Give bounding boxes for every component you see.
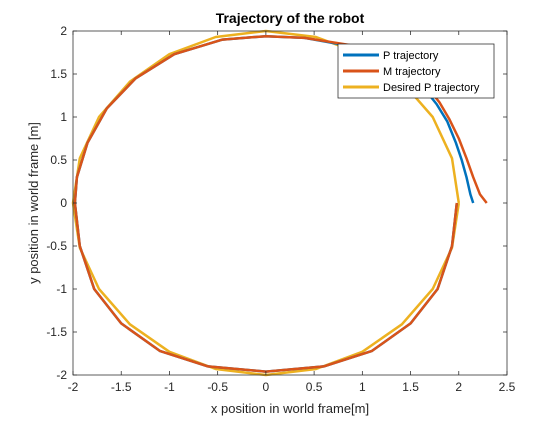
y-tick-label: 2 — [60, 24, 67, 38]
legend-entry-desired-p-trajectory: Desired P trajectory — [383, 82, 480, 94]
x-tick-label: -2 — [68, 380, 79, 394]
axis-ticks: -2 -1.5 -1 -0.5 0 0.5 1 1.5 2 2.5 -2 -1.5 -1 -0.5 0 0.5… — [46, 24, 515, 394]
x-tick-label: -1.5 — [111, 380, 132, 394]
legend: P trajectory M trajectory Desired P traj… — [337, 43, 495, 99]
x-tick-label: 0.5 — [306, 380, 323, 394]
y-tick-label: -1 — [56, 282, 67, 296]
y-tick-label: 1.5 — [50, 67, 67, 81]
y-tick-label: 0.5 — [50, 153, 67, 167]
y-tick-label: 0 — [60, 196, 67, 210]
x-tick-label: 2.5 — [499, 380, 516, 394]
y-tick-label: -2 — [56, 368, 67, 382]
x-tick-label: 2 — [455, 380, 462, 394]
x-axis-label: x position in world frame[m] — [211, 401, 369, 416]
x-tick-label: -0.5 — [207, 380, 228, 394]
x-tick-label: 0 — [263, 380, 270, 394]
y-tick-label: 1 — [60, 110, 67, 124]
x-tick-label: 1 — [359, 380, 366, 394]
y-tick-label: -0.5 — [46, 239, 67, 253]
legend-entry-m-trajectory: M trajectory — [383, 66, 441, 78]
legend-entry-p-trajectory: P trajectory — [383, 50, 439, 62]
x-tick-label: 1.5 — [402, 380, 419, 394]
x-tick-label: -1 — [164, 380, 175, 394]
series-line-m-trajectory — [73, 34, 488, 373]
y-tick-label: -1.5 — [46, 325, 67, 339]
y-axis-label: y position in world frame [m] — [26, 122, 41, 284]
chart-title: Trajectory of the robot — [216, 10, 365, 26]
